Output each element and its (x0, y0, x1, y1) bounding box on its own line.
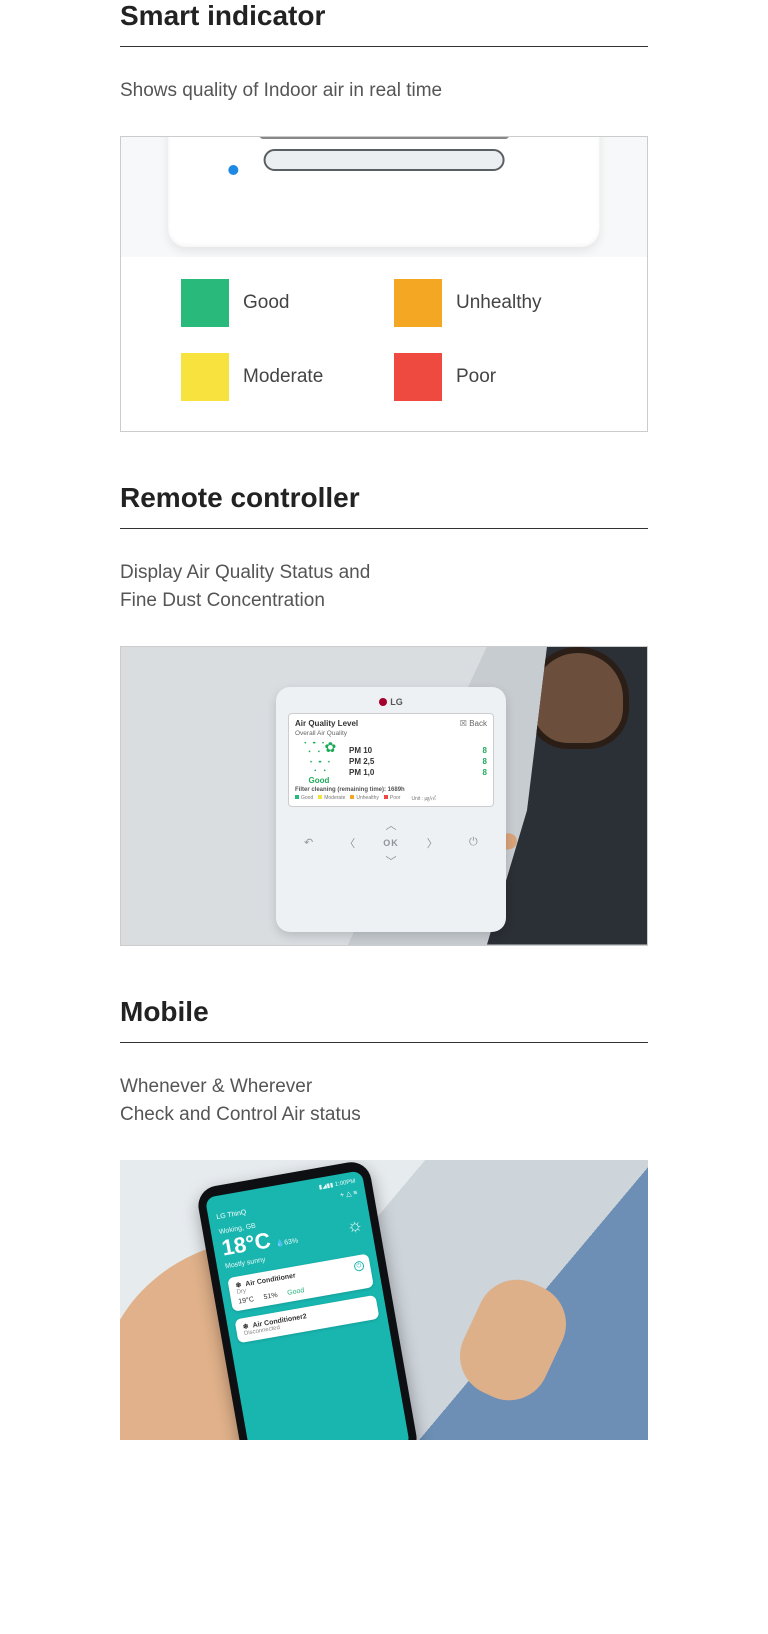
up-button[interactable]: ︿ (385, 817, 396, 833)
legend-label-unhealthy: Unhealthy (456, 292, 542, 314)
ok-button[interactable]: OK (383, 838, 399, 848)
reading-row: PM 1,0 8 (349, 767, 487, 778)
reading-row: PM 10 8 (349, 745, 487, 756)
wall-controller: LG Air Quality Level ☒ Back Overall Air … (276, 687, 506, 932)
reading-row: PM 2,5 8 (349, 756, 487, 767)
remote-desc: Display Air Quality Status and Fine Dust… (120, 559, 648, 616)
phone-clock: 1:00PM (334, 1178, 355, 1188)
swatch-good-icon (181, 279, 229, 327)
swatch-poor-icon (394, 353, 442, 401)
section-remote-controller: Remote controller Display Air Quality St… (120, 482, 648, 946)
overall-quality-text: Good (295, 776, 343, 785)
undo-button[interactable]: ↶ (304, 836, 313, 849)
remote-panel: LG Air Quality Level ☒ Back Overall Air … (120, 646, 648, 946)
down-button[interactable]: ﹀ (385, 853, 396, 869)
section-mobile: Mobile Whenever & Wherever Check and Con… (120, 996, 648, 1440)
add-icon[interactable]: + (340, 1191, 345, 1199)
reading-value: 8 (483, 746, 487, 755)
reading-label: PM 10 (349, 746, 372, 755)
device-body (168, 137, 599, 247)
brand-text: LG (390, 697, 403, 707)
controller-screen: Air Quality Level ☒ Back Overall Air Qua… (288, 713, 494, 807)
legend-label-good: Good (243, 292, 289, 314)
sun-icon: ☼ (345, 1213, 365, 1237)
swatch-unhealthy-icon (394, 279, 442, 327)
section-smart-indicator: Smart indicator Shows quality of Indoor … (120, 0, 648, 432)
humidity: 💧63% (275, 1237, 299, 1248)
screen-heading: Air Quality Level (295, 719, 358, 728)
legend-label-moderate: Moderate (243, 366, 323, 388)
filter-status: Filter cleaning (remaining time): 1689h (295, 787, 487, 793)
card-air-quality: Good (287, 1287, 305, 1297)
mini-legend: Good Moderate Unhealthy Poor Unit : ㎍/㎥ (295, 795, 487, 802)
app-name: LG ThinQ (216, 1208, 247, 1220)
smart-indicator-title: Smart indicator (120, 0, 648, 47)
overall-quality-badge: ⸪⸪ ✿ ⸪⸪ Good (295, 738, 343, 785)
card-temp: 19°C (238, 1296, 255, 1306)
air-grille-icon (259, 137, 509, 139)
swatch-moderate-icon (181, 353, 229, 401)
menu-icon[interactable]: ≡ (353, 1189, 358, 1197)
legend-item-good: Good (181, 279, 374, 327)
reading-label: PM 1,0 (349, 768, 374, 777)
brand-logo: LG (288, 697, 494, 707)
indicator-panel: Good Unhealthy Moderate Poor (120, 136, 648, 432)
mobile-desc: Whenever & Wherever Check and Control Ai… (120, 1073, 648, 1130)
card-humidity: 51% (263, 1291, 278, 1300)
right-button[interactable]: 〉 (427, 835, 438, 851)
mini-legend-unhealthy: Unhealthy (350, 795, 379, 802)
back-label[interactable]: ☒ Back (460, 719, 487, 728)
led-indicator-icon (229, 165, 239, 175)
reading-label: PM 2,5 (349, 757, 374, 766)
legend-item-poor: Poor (394, 353, 587, 401)
reading-value: 8 (483, 757, 487, 766)
power-button[interactable]: ⏻ (469, 836, 478, 849)
air-vent-icon (263, 149, 505, 171)
air-quality-legend: Good Unhealthy Moderate Poor (121, 257, 647, 431)
legend-item-moderate: Moderate (181, 353, 374, 401)
mini-legend-unit: Unit : ㎍/㎥ (405, 795, 435, 802)
bell-icon[interactable]: △ (345, 1190, 352, 1198)
mobile-title: Mobile (120, 996, 648, 1043)
phone-screen: ▮◢▮▮ 1:00PM LG ThinQ + △ ≡ Woking, GB (205, 1170, 410, 1440)
mobile-panel: ▮◢▮▮ 1:00PM LG ThinQ + △ ≡ Woking, GB (120, 1160, 648, 1440)
remote-title: Remote controller (120, 482, 648, 529)
screen-subhead: Overall Air Quality (295, 730, 487, 737)
mini-legend-good: Good (295, 795, 313, 802)
mini-legend-moderate: Moderate (318, 795, 345, 802)
legend-item-unhealthy: Unhealthy (394, 279, 587, 327)
controller-keypad: ︿ ↶ 〈 OK 〉 ⏻ ﹀ (288, 817, 494, 869)
tree-icon: ⸪⸪ ✿ ⸪⸪ (295, 738, 343, 776)
signal-icon: ▮◢▮▮ (318, 1182, 333, 1190)
app-toolbar: + △ ≡ (339, 1188, 358, 1199)
left-button[interactable]: 〈 (344, 835, 355, 851)
device-illustration (121, 137, 647, 257)
pm-readings: PM 10 8 PM 2,5 8 PM 1,0 8 (349, 745, 487, 778)
legend-label-poor: Poor (456, 366, 496, 388)
reading-value: 8 (483, 768, 487, 777)
hand-right-icon (447, 1266, 579, 1413)
mini-legend-poor: Poor (384, 795, 401, 802)
smart-indicator-desc: Shows quality of Indoor air in real time (120, 77, 648, 106)
